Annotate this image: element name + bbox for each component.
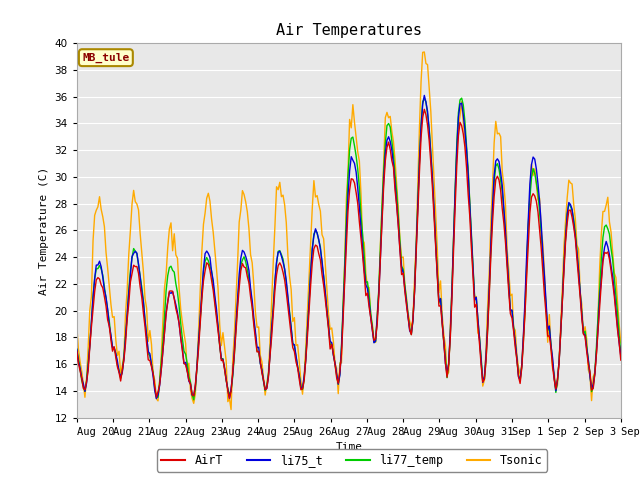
Text: MB_tule: MB_tule — [82, 53, 129, 63]
Title: Air Temperatures: Air Temperatures — [276, 23, 422, 38]
Y-axis label: Air Temperature (C): Air Temperature (C) — [39, 166, 49, 295]
X-axis label: Time: Time — [335, 442, 362, 452]
Legend: AirT, li75_t, li77_temp, Tsonic: AirT, li75_t, li77_temp, Tsonic — [157, 449, 547, 472]
